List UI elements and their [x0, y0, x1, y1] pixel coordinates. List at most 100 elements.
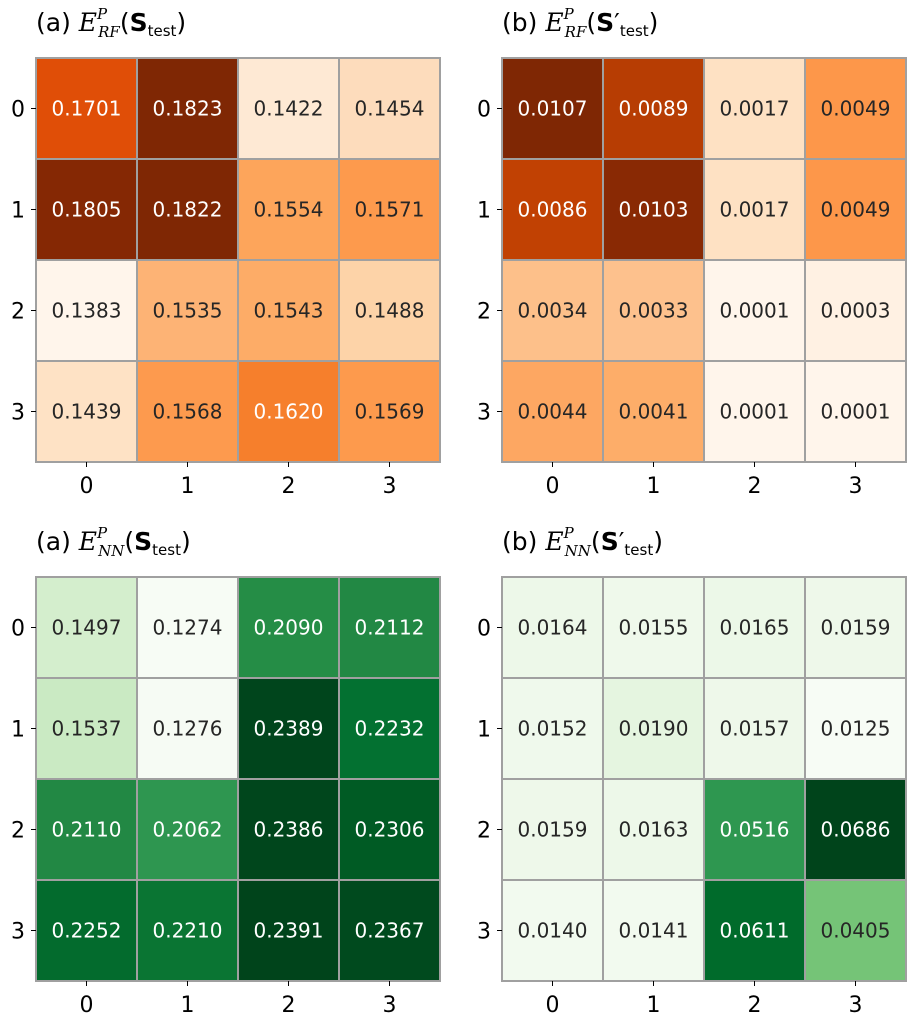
title-part-prime: ′ [614, 8, 620, 37]
cell-value-label: 0.0001 [720, 400, 790, 424]
cell-value-label: 0.0089 [619, 97, 689, 121]
cell-value-label: 0.1383 [52, 299, 122, 323]
cell-value-label: 0.0141 [619, 919, 689, 943]
title-part-subscript: RF [97, 23, 120, 41]
heatmap-cell [703, 677, 806, 780]
heatmap-cell [338, 677, 441, 780]
y-tick-label: 1 [11, 199, 25, 224]
cell-value-label: 0.0044 [518, 400, 588, 424]
heatmap-panel-2: (a) EP NN(Stest) 0.1497 0.1274 0.2090 0.2112 0… [11, 524, 441, 1018]
cell-value-label: 0.0049 [821, 97, 891, 121]
cell-value-label: 0.1274 [153, 616, 223, 640]
cell-value-label: 0.0155 [619, 616, 689, 640]
title-part-subscript: NN [97, 542, 125, 560]
title-part-argument: S [596, 8, 614, 37]
heatmap-cell [136, 576, 239, 679]
title-part-argument_subscript: test [624, 541, 653, 559]
cell-value-label: 0.0103 [619, 198, 689, 222]
title-part-prime: ′ [619, 527, 625, 556]
x-tick-label: 0 [546, 474, 560, 499]
cell-value-label: 0.1276 [153, 717, 223, 741]
y-tick-label: 2 [477, 300, 491, 325]
cell-value-label: 0.1568 [153, 400, 223, 424]
title-part-paren-8: ) [653, 527, 663, 556]
cell-value-label: 0.2252 [52, 919, 122, 943]
panel-title: (b) EP NN(S′test) [502, 524, 663, 560]
x-tick-label: 2 [282, 993, 296, 1018]
cell-value-label: 0.0405 [821, 919, 891, 943]
cell-value-label: 0.2306 [355, 818, 425, 842]
x-tick-label: 2 [748, 474, 762, 499]
heatmap-panel-3: (b) EP NN(S′test) 0.0164 0.0155 0.0165 0.0159… [477, 524, 907, 1018]
heatmap-cell [338, 158, 441, 261]
x-tick-label: 2 [748, 993, 762, 1018]
x-tick-label: 2 [282, 474, 296, 499]
title-part-prefix: (b) [502, 8, 545, 37]
x-tick-label: 0 [80, 993, 94, 1018]
heatmap-cell [703, 158, 806, 261]
x-tick-label: 3 [849, 474, 863, 499]
title-part-argument: S [601, 527, 619, 556]
heatmap-cell [237, 57, 340, 160]
cell-value-label: 0.1823 [153, 97, 223, 121]
cell-value-label: 0.0164 [518, 616, 588, 640]
cell-value-label: 0.0516 [720, 818, 790, 842]
x-tick-label: 0 [80, 474, 94, 499]
title-part-argument_subscript: test [620, 22, 649, 40]
x-tick-label: 1 [181, 993, 195, 1018]
cell-value-label: 0.1439 [52, 400, 122, 424]
y-tick-label: 0 [477, 617, 491, 642]
cell-value-label: 0.0159 [518, 818, 588, 842]
heatmap-cell [703, 57, 806, 160]
heatmap-cell [237, 677, 340, 780]
y-tick-label: 3 [477, 920, 491, 945]
title-part-paren-8: ) [649, 8, 659, 37]
title-part-symbol: E [544, 527, 563, 556]
cell-value-label: 0.0152 [518, 717, 588, 741]
cell-value-label: 0.0033 [619, 299, 689, 323]
title-part-argument: S [134, 527, 152, 556]
heatmap-cell [804, 259, 907, 362]
heatmap-cell [602, 259, 705, 362]
heatmap-cell [703, 259, 806, 362]
heatmap-cell [237, 879, 340, 982]
x-tick-label: 1 [647, 474, 661, 499]
cell-value-label: 0.0001 [720, 299, 790, 323]
cell-value-label: 0.0190 [619, 717, 689, 741]
cell-value-label: 0.0159 [821, 616, 891, 640]
heatmap-panel-1: (b) EP RF(S′test) 0.0107 0.0089 0.0017 0.0049… [477, 5, 907, 499]
cell-value-label: 0.0001 [821, 400, 891, 424]
heatmap-cell [703, 879, 806, 982]
title-part-paren-8: ) [181, 527, 191, 556]
heatmap-cell [136, 158, 239, 261]
heatmap-cell [136, 259, 239, 362]
heatmap-cell [237, 576, 340, 679]
heatmap-cell [136, 57, 239, 160]
cell-value-label: 0.1620 [254, 400, 324, 424]
cell-value-label: 0.0611 [720, 919, 790, 943]
heatmap-cell [338, 576, 441, 679]
heatmap-cell [338, 360, 441, 463]
cell-value-label: 0.2090 [254, 616, 324, 640]
title-part-paren-4: ( [586, 8, 596, 37]
cell-value-label: 0.0003 [821, 299, 891, 323]
heatmap-panel-0: (a) EP RF(Stest) 0.1701 0.1823 0.1422 0.1454 0… [11, 5, 441, 499]
cell-value-label: 0.2062 [153, 818, 223, 842]
y-tick-label: 0 [477, 98, 491, 123]
y-tick-label: 2 [477, 819, 491, 844]
y-tick-label: 3 [477, 401, 491, 426]
cell-value-label: 0.2367 [355, 919, 425, 943]
heatmap-cell [338, 259, 441, 362]
cell-value-label: 0.1554 [254, 198, 324, 222]
x-tick-label: 3 [849, 993, 863, 1018]
cell-value-label: 0.1569 [355, 400, 425, 424]
title-part-symbol: E [78, 8, 97, 37]
heatmap-cell [501, 576, 604, 679]
y-tick-label: 3 [11, 920, 25, 945]
title-part-argument: S [130, 8, 148, 37]
title-part-argument_subscript: test [148, 22, 177, 40]
title-part-superscript: P [96, 5, 108, 23]
cell-value-label: 0.1822 [153, 198, 223, 222]
y-tick-label: 0 [11, 617, 25, 642]
